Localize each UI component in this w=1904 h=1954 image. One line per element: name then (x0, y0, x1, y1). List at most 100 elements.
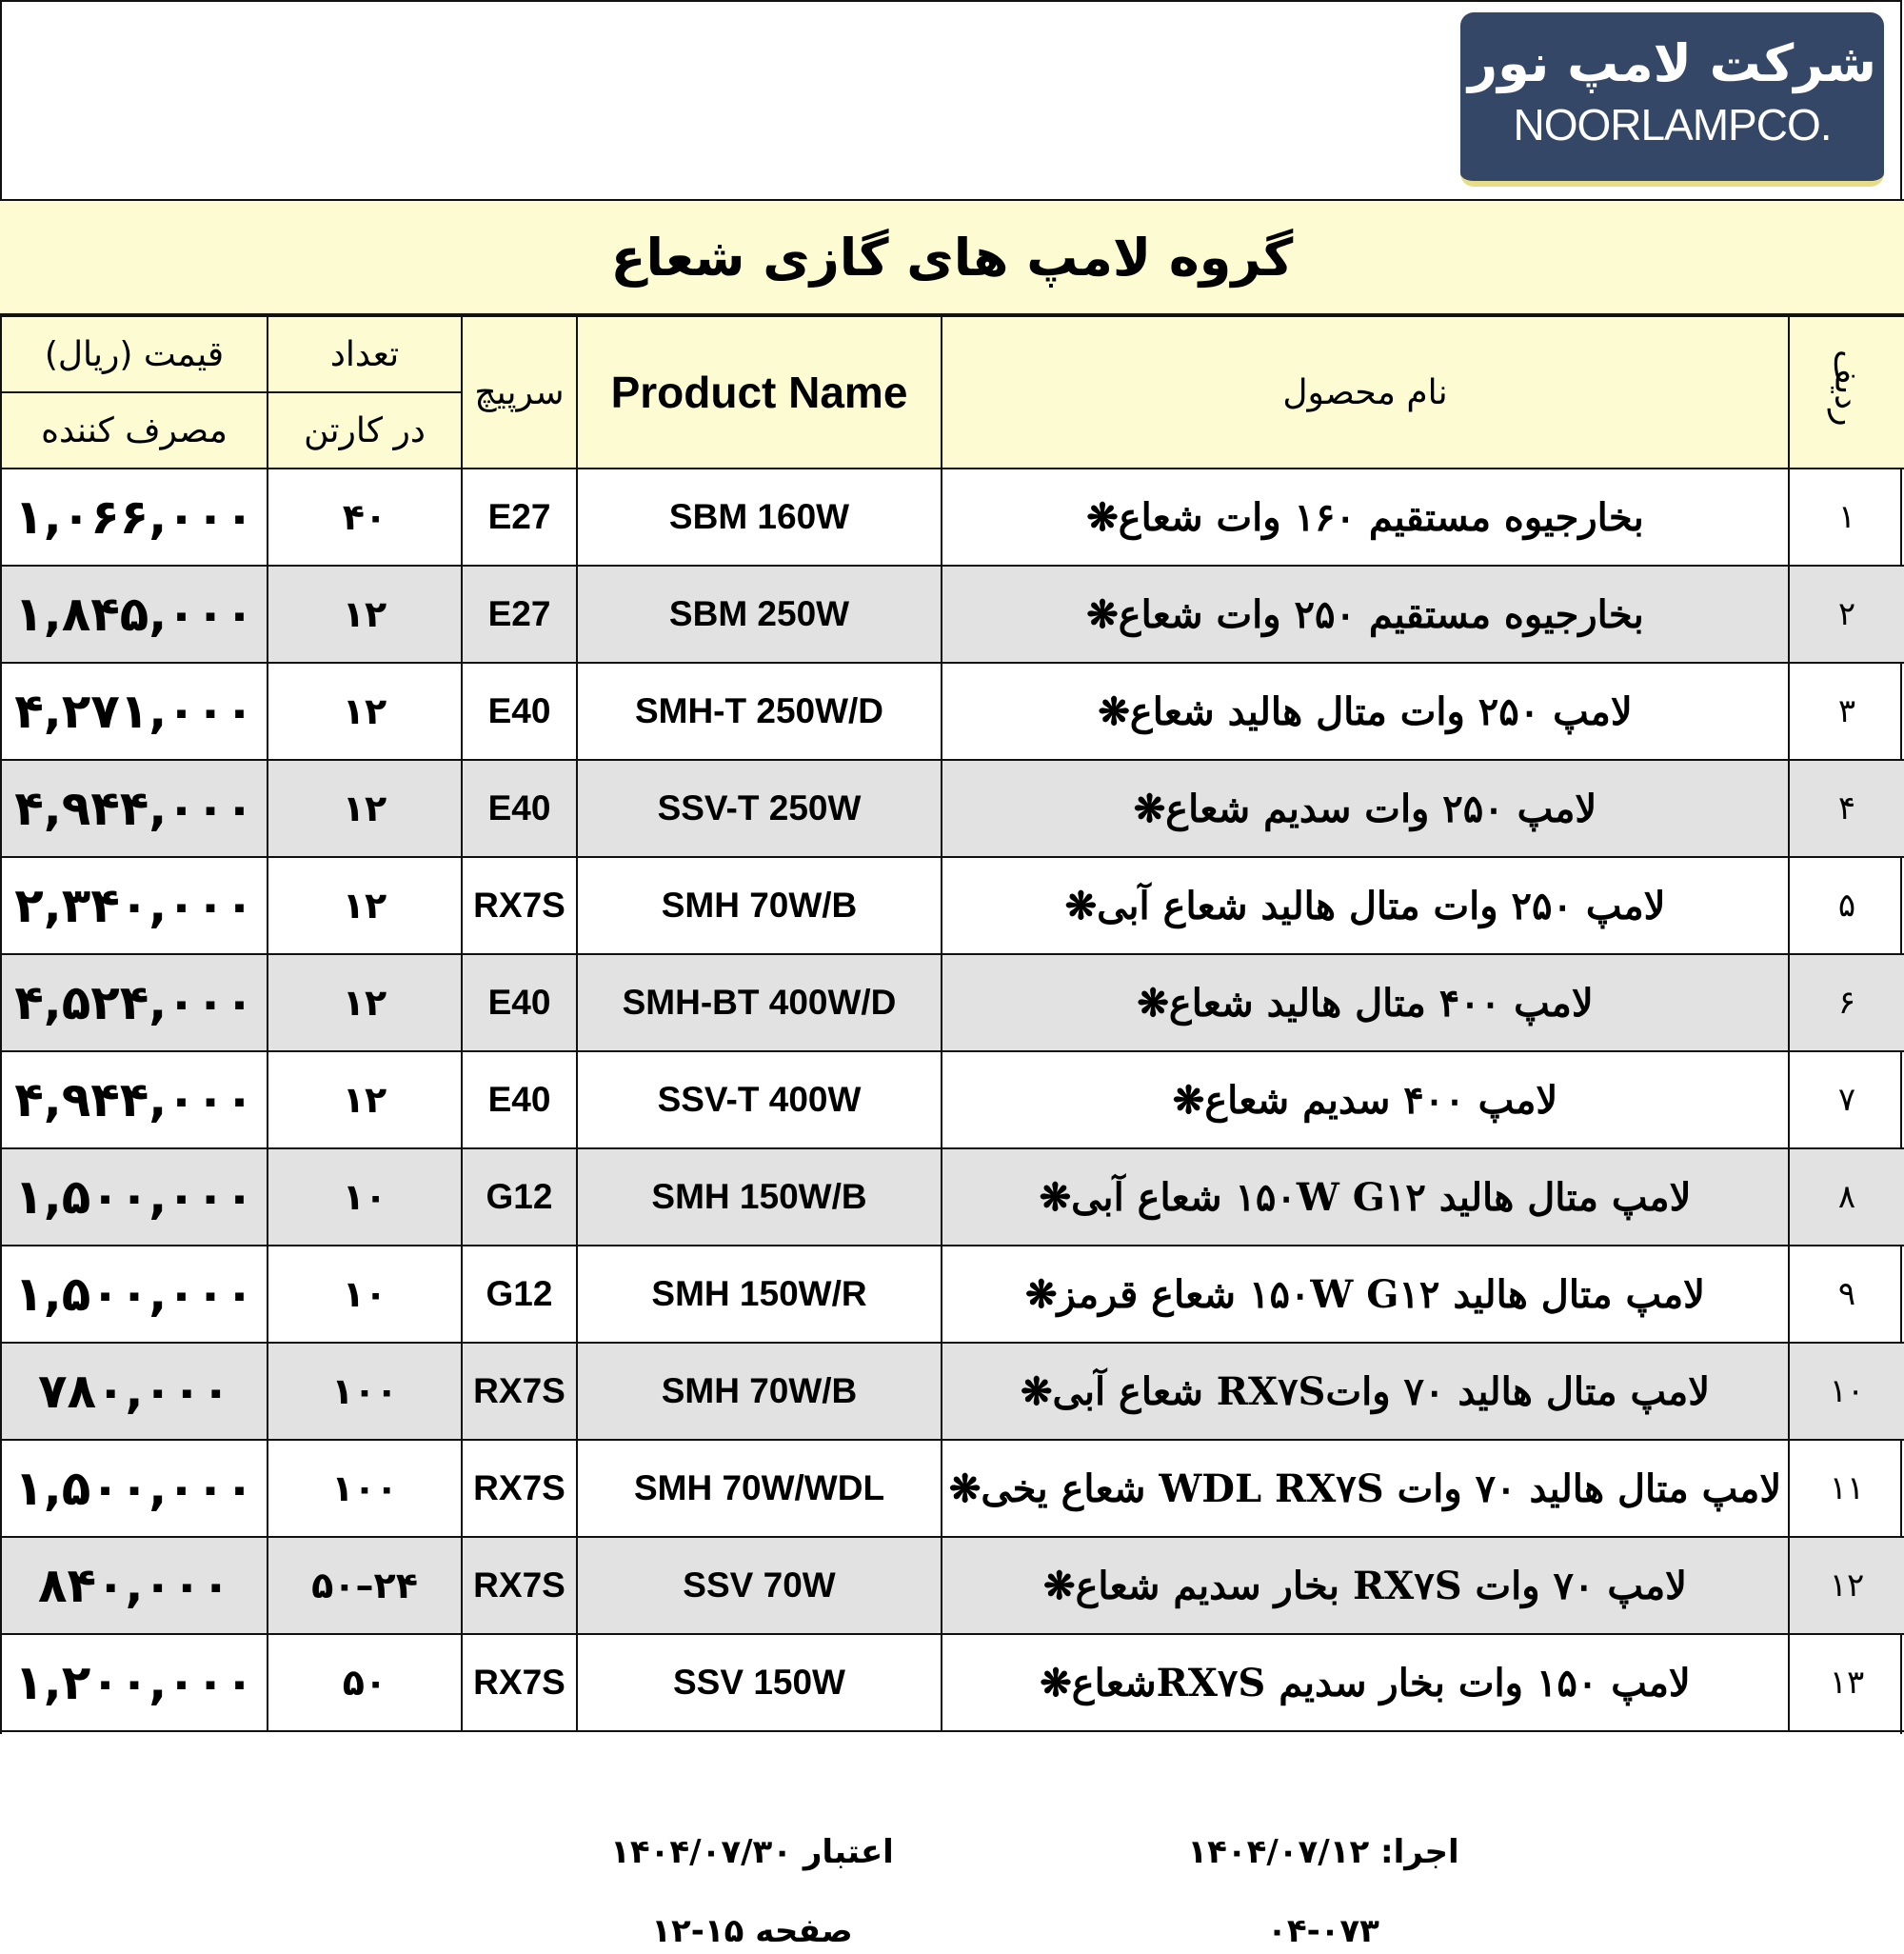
cell-price: ۱,۰۶۶,۰۰۰ (0, 468, 268, 567)
logo-name-fa: شرکت لامپ نور (1468, 33, 1876, 93)
logo: شرکت لامپ نور NOORLAMPCO. (1460, 12, 1884, 187)
footer-start: اجرا: ۱۴۰۴/۰۷/۱۲ (1187, 1833, 1459, 1871)
cell-base: G12 (461, 1147, 578, 1246)
cell-qty: ۱۲ (267, 953, 463, 1052)
table-row: ۱۰ لامپ متال هالید ۷۰ واتRX۷S شعاع آبی❋ SM… (0, 1342, 1904, 1441)
table-row: ۵ لامپ ۲۵۰ وات متال هالید شعاع آبی❋ SMH 70… (0, 856, 1904, 955)
cell-index: ۱ (1788, 468, 1904, 567)
cell-product: SMH 70W/WDL (576, 1439, 942, 1538)
cell-name: لامپ ۴۰۰ سدیم شعاع❋ (941, 1050, 1790, 1149)
cell-qty: ۱۲ (267, 565, 463, 664)
cell-qty: ۱۲ (267, 662, 463, 761)
table-row: ۳ لامپ ۲۵۰ وات متال هالید شعاع❋ SMH-T 250W… (0, 662, 1904, 761)
cell-qty: ۱۰ (267, 1147, 463, 1246)
table-row: ۷ لامپ ۴۰۰ سدیم شعاع❋ SSV-T 400W E40 ۱۲ ۴,۹۴۴… (0, 1050, 1904, 1149)
cell-index: ۱۳ (1788, 1633, 1904, 1732)
cell-index: ۷ (1788, 1050, 1904, 1149)
cell-base: E40 (461, 953, 578, 1052)
table-row: ۱۲ لامپ ۷۰ وات RX۷S بخار سدیم شعاع❋ SSV 70… (0, 1536, 1904, 1635)
table-row: ۱۳ لامپ ۱۵۰ وات بخار سدیم RX۷Sشعاع❋ SSV 15… (0, 1633, 1904, 1732)
header-cell: ردیف (1788, 315, 1904, 469)
cell-index: ۱۱ (1788, 1439, 1904, 1538)
price-table: ردیف نام محصول Product Name سرپیچ تعداد … (0, 315, 1904, 1732)
cell-base: RX7S (461, 856, 578, 955)
cell-qty: ۱۲ (267, 856, 463, 955)
cell-price: ۱,۸۴۵,۰۰۰ (0, 565, 268, 664)
cell-base: E40 (461, 662, 578, 761)
cell-base: RX7S (461, 1439, 578, 1538)
table-row: ۱۱ لامپ متال هالید ۷۰ وات WDL RX۷S شعاع ی… (0, 1439, 1904, 1538)
cell-product: SSV-T 250W (576, 759, 942, 858)
cell-index: ۹ (1788, 1245, 1904, 1344)
cell-price: ۴,۹۴۴,۰۰۰ (0, 1050, 268, 1149)
cell-name: لامپ متال هالید ۱۵۰W G۱۲ شعاع قرمز❋ (941, 1245, 1790, 1344)
cell-name: لامپ ۷۰ وات RX۷S بخار سدیم شعاع❋ (941, 1536, 1790, 1635)
cell-base: G12 (461, 1245, 578, 1344)
cell-qty: ۱۰۰ (267, 1439, 463, 1538)
cell-product: SMH-BT 400W/D (576, 953, 942, 1052)
cell-qty: ۱۲ (267, 1050, 463, 1149)
cell-name: لامپ متال هالید ۷۰ وات WDL RX۷S شعاع یخی… (941, 1439, 1790, 1538)
cell-price: ۴,۲۷۱,۰۰۰ (0, 662, 268, 761)
cell-qty: ۱۰ (267, 1245, 463, 1344)
cell-price: ۴,۹۴۴,۰۰۰ (0, 759, 268, 858)
header-name: نام محصول (941, 315, 1790, 469)
cell-name: بخارجیوه مستقیم ۲۵۰ وات شعاع❋ (941, 565, 1790, 664)
header-base: سرپیچ (461, 315, 578, 469)
cell-product: SSV-T 400W (576, 1050, 942, 1149)
cell-price: ۲,۳۴۰,۰۰۰ (0, 856, 268, 955)
cell-name: لامپ متال هالید ۱۵۰W G۱۲ شعاع آبی❋ (941, 1147, 1790, 1246)
cell-base: RX7S (461, 1633, 578, 1732)
table-body: ۱ بخارجیوه مستقیم ۱۶۰ وات شعاع❋ SBM 160W E2… (0, 468, 1904, 1732)
cell-qty: ۱۰۰ (267, 1342, 463, 1441)
table-row: ۲ بخارجیوه مستقیم ۲۵۰ وات شعاع❋ SBM 250W E2… (0, 565, 1904, 664)
cell-base: E27 (461, 468, 578, 567)
cell-price: ۱,۵۰۰,۰۰۰ (0, 1245, 268, 1344)
cell-qty: ۲۴–۵۰ (267, 1536, 463, 1635)
table-row: ۱ بخارجیوه مستقیم ۱۶۰ وات شعاع❋ SBM 160W E2… (0, 468, 1904, 567)
header-index: ردیف (1827, 349, 1867, 427)
cell-product: SMH 70W/B (576, 856, 942, 955)
cell-product: SBM 250W (576, 565, 942, 664)
cell-price: ۴,۵۲۴,۰۰۰ (0, 953, 268, 1052)
logo-name-en: NOORLAMPCO. (1513, 100, 1832, 150)
footer-page: صفحه ۱۵-۱۲ (651, 1912, 853, 1950)
cell-name: لامپ ۲۵۰ وات متال هالید شعاع❋ (941, 662, 1790, 761)
cell-qty: ۵۰ (267, 1633, 463, 1732)
footer-validity: اعتبار ۱۴۰۴/۰۷/۳۰ (610, 1833, 894, 1871)
table-row: ۸ لامپ متال هالید ۱۵۰W G۱۲ شعاع آبی❋ SMH 1… (0, 1147, 1904, 1246)
cell-price: ۱,۲۰۰,۰۰۰ (0, 1633, 268, 1732)
cell-qty: ۴۰ (267, 468, 463, 567)
cell-base: RX7S (461, 1342, 578, 1441)
cell-product: SSV 150W (576, 1633, 942, 1732)
cell-name: بخارجیوه مستقیم ۱۶۰ وات شعاع❋ (941, 468, 1790, 567)
cell-product: SSV 70W (576, 1536, 942, 1635)
cell-base: RX7S (461, 1536, 578, 1635)
cell-product: SMH 70W/B (576, 1342, 942, 1441)
cell-price: ۸۴۰,۰۰۰ (0, 1536, 268, 1635)
header-qty-sub: در کارتن (267, 391, 463, 469)
cell-name: لامپ ۴۰۰ متال هالید شعاع❋ (941, 953, 1790, 1052)
cell-index: ۱۲ (1788, 1536, 1904, 1635)
cell-product: SBM 160W (576, 468, 942, 567)
cell-product: SMH 150W/B (576, 1147, 942, 1246)
cell-name: لامپ ۲۵۰ وات سدیم شعاع❋ (941, 759, 1790, 858)
cell-base: E40 (461, 759, 578, 858)
cell-index: ۱۰ (1788, 1342, 1904, 1441)
cell-price: ۷۸۰,۰۰۰ (0, 1342, 268, 1441)
cell-product: SMH-T 250W/D (576, 662, 942, 761)
table-row: ۶ لامپ ۴۰۰ متال هالید شعاع❋ SMH-BT 400W/D E… (0, 953, 1904, 1052)
cell-price: ۱,۵۰۰,۰۰۰ (0, 1147, 268, 1246)
cell-index: ۶ (1788, 953, 1904, 1052)
title: گروه لامپ های گازی شعاع (0, 199, 1904, 315)
cell-base: E27 (461, 565, 578, 664)
cell-product: SMH 150W/R (576, 1245, 942, 1344)
cell-index: ۵ (1788, 856, 1904, 955)
table-row: ۹ لامپ متال هالید ۱۵۰W G۱۲ شعاع قرمز❋ SMH … (0, 1245, 1904, 1344)
header-price-sub: مصرف کننده (0, 391, 268, 469)
cell-index: ۸ (1788, 1147, 1904, 1246)
cell-name: لامپ ۱۵۰ وات بخار سدیم RX۷Sشعاع❋ (941, 1633, 1790, 1732)
cell-price: ۱,۵۰۰,۰۰۰ (0, 1439, 268, 1538)
footer-code: ۰۴-۰۷۳ (1267, 1912, 1379, 1950)
